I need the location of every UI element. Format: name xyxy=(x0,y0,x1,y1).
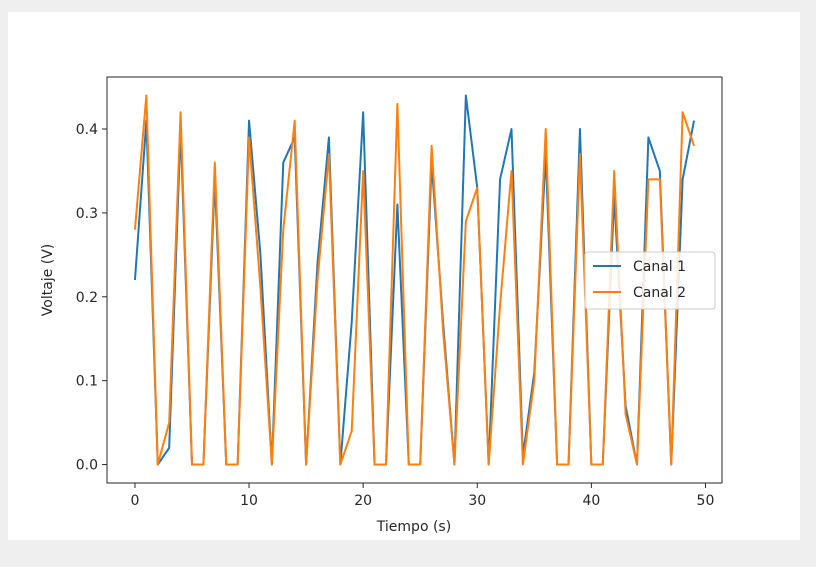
x-tick-label: 30 xyxy=(468,493,486,509)
figure-card: 0 10 20 30 40 50 0.0 0.1 0.2 0.3 0.4 Tiempo (s) Vo… xyxy=(8,12,800,540)
legend-label: Canal 1 xyxy=(633,259,686,275)
x-tick-label: 0 xyxy=(130,493,139,509)
line-chart: 0 10 20 30 40 50 0.0 0.1 0.2 0.3 0.4 Tiempo (s) Vo… xyxy=(40,76,723,535)
legend: Canal 1 Canal 2 xyxy=(584,251,716,310)
axis-ticks: 0 10 20 30 40 50 0.0 0.1 0.2 0.3 0.4 xyxy=(76,122,715,509)
axes-frame xyxy=(106,76,723,484)
y-axis-label: Voltaje (V) xyxy=(40,244,56,316)
legend-label: Canal 2 xyxy=(633,285,686,301)
series-line-2 xyxy=(133,94,695,466)
x-tick-label: 10 xyxy=(240,493,258,509)
plot-area xyxy=(133,94,696,466)
x-tick-label: 20 xyxy=(354,493,372,509)
y-tick-label: 0.2 xyxy=(76,290,98,306)
x-tick-label: 50 xyxy=(697,493,715,509)
x-tick-label: 40 xyxy=(582,493,600,509)
x-axis-label: Tiempo (s) xyxy=(376,519,451,535)
y-tick-label: 0.4 xyxy=(76,122,98,138)
y-tick-label: 0.0 xyxy=(76,458,98,474)
y-tick-label: 0.1 xyxy=(76,374,98,390)
y-tick-label: 0.3 xyxy=(76,206,98,222)
